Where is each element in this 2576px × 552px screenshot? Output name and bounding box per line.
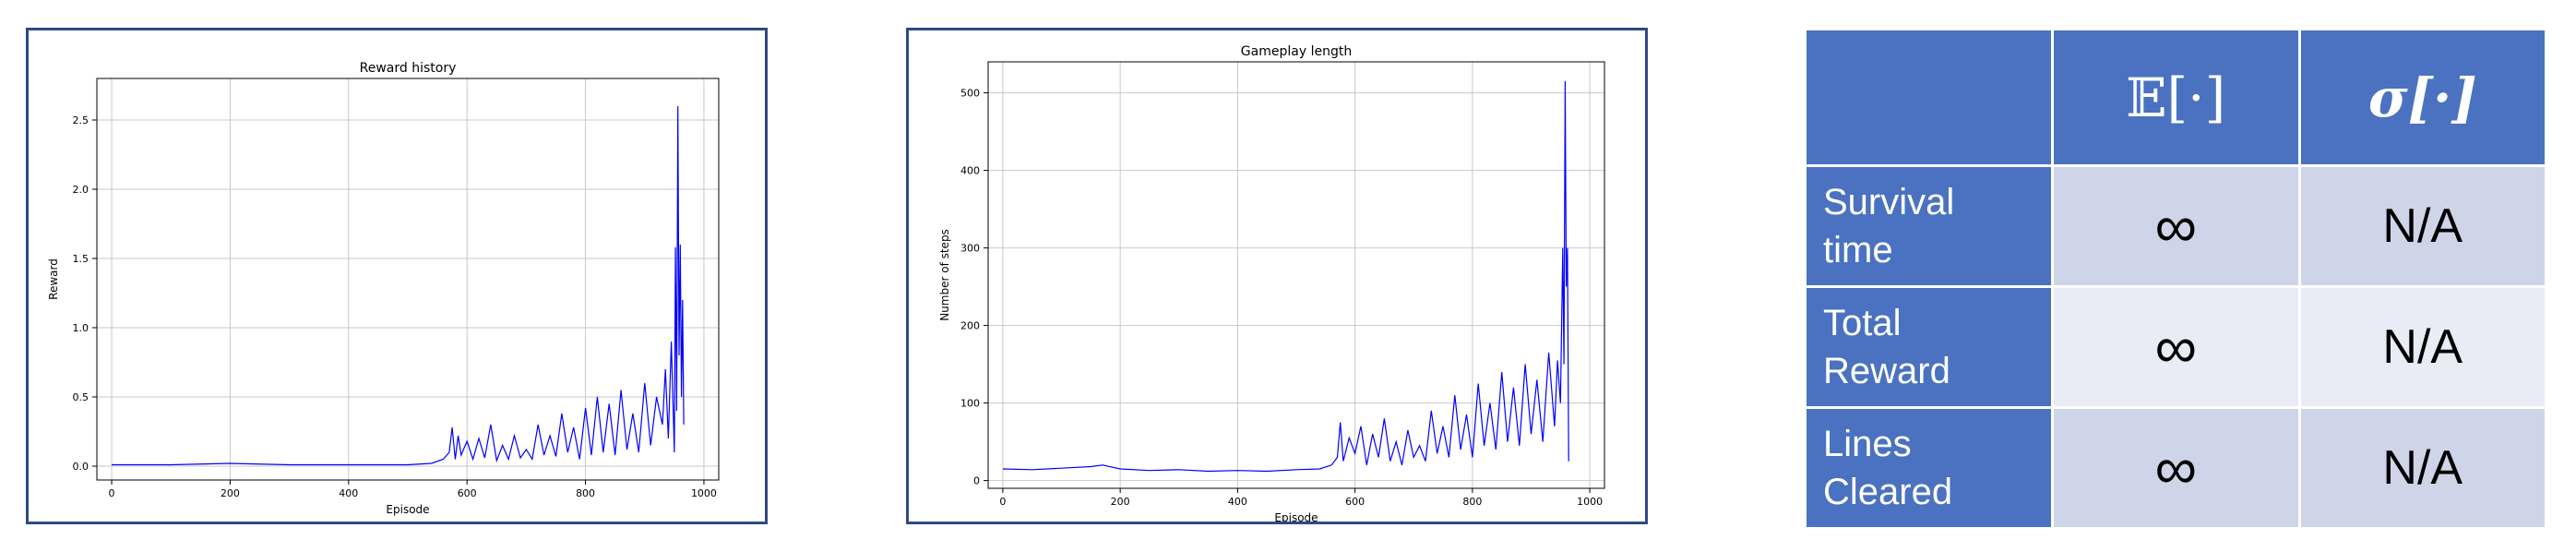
chart-title: Reward history	[360, 61, 457, 76]
chart-title: Gameplay length	[1241, 44, 1352, 59]
x-tick-label: 200	[1111, 496, 1130, 508]
table-corner-cell	[1804, 28, 2054, 167]
row-label-line: time	[1823, 230, 1893, 270]
row-label-total-reward: Total Reward	[1804, 285, 2054, 409]
x-axis-label: Episode	[386, 503, 429, 516]
y-tick-label: 400	[960, 165, 980, 177]
series-line	[1002, 80, 1569, 473]
reward-history-chart: 0 200 400 600 800 1000 0.0 0.5 1.0 1.5 2.0 2.5 Rewar…	[47, 61, 720, 516]
x-tick-label: 400	[1228, 496, 1247, 508]
table-row: Lines Cleared ∞ N/A	[1804, 406, 2547, 530]
y-tick-label: 0	[973, 475, 980, 487]
y-tick-label: 2.0	[73, 184, 89, 196]
gameplay-length-panel: 0 200 400 600 800 1000 0 100 200 300 400 500 Gamepla…	[906, 28, 1648, 524]
row-label-line: Lines	[1823, 424, 1912, 464]
y-tick-label: 0.0	[73, 461, 89, 473]
expectation-value: ∞	[2051, 164, 2301, 288]
x-tick-label: 1000	[691, 487, 717, 499]
y-axis-label: Reward	[47, 258, 60, 300]
row-label-survival-time: Survival time	[1804, 164, 2054, 288]
std-dev-value: N/A	[2297, 406, 2547, 530]
expectation-value: ∞	[2051, 406, 2301, 530]
std-dev-header: σ[·]	[2297, 28, 2547, 167]
row-label-line: Reward	[1823, 351, 1950, 391]
row-label-line: Total	[1823, 303, 1902, 343]
x-tick-label: 1000	[1577, 496, 1603, 508]
row-label-lines-cleared: Lines Cleared	[1804, 406, 2054, 530]
table-row: Survival time ∞ N/A	[1804, 164, 2547, 288]
x-tick-label: 600	[1345, 496, 1365, 508]
plot-frame	[96, 78, 720, 481]
y-axis-label: Number of steps	[938, 229, 951, 321]
x-tick-label: 400	[339, 487, 358, 499]
x-tick-label: 800	[1462, 496, 1482, 508]
y-tick-label: 1.5	[73, 253, 89, 265]
plot-frame	[987, 61, 1605, 489]
x-tick-label: 200	[221, 487, 240, 499]
x-tick-label: 800	[576, 487, 595, 499]
x-tick-label: 600	[458, 487, 477, 499]
table-row: Total Reward ∞ N/A	[1804, 285, 2547, 409]
y-tick-label: 300	[960, 243, 980, 255]
y-tick-label: 500	[960, 88, 980, 100]
y-tick-label: 100	[960, 398, 980, 410]
expectation-value: ∞	[2051, 285, 2301, 409]
std-dev-value: N/A	[2297, 164, 2547, 288]
y-tick-label: 1.0	[73, 322, 89, 334]
series-line	[112, 105, 685, 466]
statistics-table: 𝔼[·] σ[·] Survival time ∞ N/A Total Rewa…	[1804, 28, 2547, 530]
row-label-line: Cleared	[1823, 472, 1953, 512]
y-tick-label: 0.5	[73, 391, 89, 403]
std-dev-value: N/A	[2297, 285, 2547, 409]
y-tick-label: 2.5	[73, 114, 89, 126]
x-tick-label: 0	[999, 496, 1006, 508]
gameplay-length-chart: 0 200 400 600 800 1000 0 100 200 300 400 500 Gamepla…	[938, 44, 1605, 524]
row-label-line: Survival	[1823, 182, 1955, 222]
x-axis-label: Episode	[1274, 511, 1318, 522]
y-tick-label: 200	[960, 320, 980, 332]
expectation-header: 𝔼[·]	[2051, 28, 2301, 167]
table-header-row: 𝔼[·] σ[·]	[1804, 28, 2547, 167]
reward-history-panel: 0 200 400 600 800 1000 0.0 0.5 1.0 1.5 2.0 2.5 Rewar…	[26, 28, 768, 524]
x-tick-label: 0	[109, 487, 115, 499]
